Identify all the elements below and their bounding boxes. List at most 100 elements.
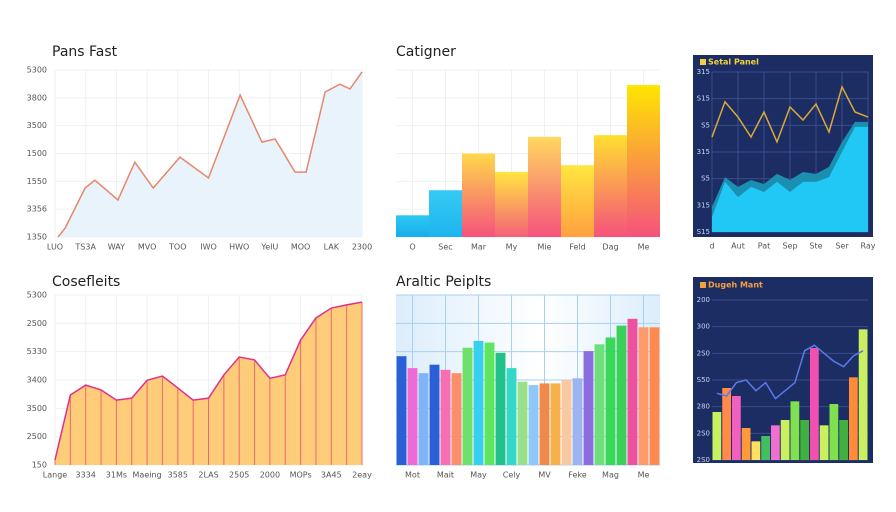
- x-tick-label: HWO: [229, 243, 249, 252]
- title-swatch: [700, 59, 706, 65]
- title-swatch: [700, 282, 706, 288]
- bar: [627, 318, 638, 465]
- bar: [638, 327, 649, 465]
- x-tick-label: 2LAS: [198, 471, 218, 480]
- y-tick-label: 315: [697, 68, 710, 76]
- chart-title: Araltic Peiplts: [396, 274, 491, 290]
- x-tick-label: May: [470, 471, 487, 480]
- x-tick-label: 2300: [352, 243, 372, 252]
- bar: [517, 381, 528, 465]
- bar: [407, 368, 418, 465]
- bar: [462, 153, 495, 237]
- bar: [627, 85, 660, 237]
- chart-title: Catigner: [396, 44, 456, 60]
- bar: [751, 441, 761, 460]
- y-tick-label: S5: [701, 121, 710, 129]
- bar: [572, 378, 583, 465]
- bar: [495, 352, 506, 465]
- bar: [539, 383, 550, 465]
- y-tick-label: 1500: [27, 149, 47, 158]
- chart-panel: Setal Panel S15 315 S5 315 S5 S15 315 d Aut Pat Sep…: [693, 55, 876, 251]
- x-tick-label: MOO: [291, 243, 311, 252]
- x-tick-label: Cely: [503, 471, 521, 480]
- x-tick-label: 2000: [260, 471, 280, 480]
- bar: [429, 364, 440, 465]
- y-tick-label: 5330: [27, 347, 47, 356]
- bar: [594, 344, 605, 465]
- x-tick-label: LUO: [47, 243, 63, 252]
- bar: [583, 351, 594, 465]
- chart-title: Cosefleits: [52, 274, 120, 290]
- chart-title: Setal Panel: [708, 58, 759, 67]
- chart-panel: Catigner O Sec Mar My Mie Feld Dag Me: [396, 44, 660, 252]
- y-tick-label: 2S0: [697, 429, 710, 437]
- x-tick-label: 31Ms: [106, 471, 127, 480]
- bar: [839, 420, 849, 460]
- y-tick-label: 1350: [27, 233, 47, 242]
- x-tick-label: WAY: [108, 243, 125, 252]
- bar: [800, 420, 810, 460]
- bar: [731, 396, 741, 460]
- x-tick-label: Feke: [568, 471, 586, 480]
- x-tick-label: 2eay: [352, 471, 372, 480]
- x-tick-label: Mag: [602, 471, 619, 480]
- y-tick-label: 3800: [27, 93, 47, 102]
- x-tick-label: YeIU: [260, 243, 278, 252]
- bar: [809, 348, 819, 460]
- x-tick-label: O: [409, 243, 415, 252]
- x-tick-label: MVO: [138, 243, 157, 252]
- y-tick-label: 3356: [27, 205, 47, 214]
- bar: [722, 388, 732, 460]
- y-tick-label: 200: [697, 296, 710, 304]
- bar: [616, 325, 627, 465]
- x-tick-label: IWO: [200, 243, 217, 252]
- x-tick-label: 3334: [76, 471, 96, 480]
- x-tick-label: My: [506, 243, 518, 252]
- line: [57, 71, 363, 238]
- bar: [429, 190, 462, 237]
- bar: [484, 342, 495, 465]
- x-tick-label: Mar: [471, 243, 487, 252]
- bar: [462, 347, 473, 465]
- bar: [561, 165, 594, 237]
- line: [716, 344, 864, 400]
- bar: [550, 383, 561, 465]
- x-tick-label: Pat: [758, 242, 771, 251]
- bar: [848, 377, 858, 460]
- x-tick-label: TOO: [168, 243, 186, 252]
- x-tick-label: Sep: [782, 242, 797, 251]
- area: [712, 126, 868, 232]
- bar: [528, 385, 539, 465]
- x-tick-label: Dag: [602, 243, 618, 252]
- area: [58, 71, 362, 237]
- x-tick-label: Ste: [809, 242, 822, 251]
- y-tick-label: 3500: [27, 404, 47, 413]
- x-tick-label: d: [709, 242, 714, 251]
- x-tick-label: Me: [638, 471, 650, 480]
- y-tick-label: S5: [701, 175, 710, 183]
- x-tick-label: MOPs: [290, 471, 312, 480]
- y-tick-label: 315: [697, 201, 710, 209]
- x-tick-label: Maeing: [133, 471, 162, 480]
- bar: [451, 373, 462, 465]
- bar: [396, 356, 407, 465]
- chart-panel: Dugeh Mant 2S0 2S0 280 S50 2S0 300 200: [693, 277, 873, 464]
- x-tick-label: Mait: [437, 471, 454, 480]
- chart-panel: Cosefleits 150 2500 3500 3400 5330 2500 5300 Lan…: [27, 274, 372, 480]
- chart-title: Dugeh Mant: [708, 281, 763, 290]
- x-tick-label: Aut: [731, 242, 745, 251]
- bar: [605, 337, 616, 465]
- y-tick-label: S15: [697, 95, 710, 103]
- bar: [761, 436, 771, 460]
- x-tick-label: Feld: [569, 243, 585, 252]
- y-tick-label: 300: [697, 323, 710, 331]
- y-tick-label: 2500: [27, 432, 47, 441]
- bar: [780, 420, 790, 460]
- bar: [528, 136, 561, 237]
- chart-title: Pans Fast: [52, 44, 118, 60]
- x-tick-label: Mot: [405, 471, 420, 480]
- x-tick-label: 3A45: [321, 471, 342, 480]
- x-tick-label: 2505: [229, 471, 249, 480]
- bar: [495, 171, 528, 237]
